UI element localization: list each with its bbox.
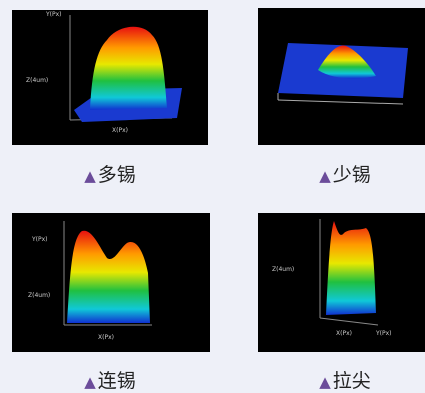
axis-label: Z(4um) bbox=[272, 266, 294, 273]
marker: ▲ bbox=[319, 373, 331, 391]
caption-text: 拉尖 bbox=[332, 370, 371, 392]
marker: ▲ bbox=[84, 167, 96, 185]
surface bbox=[318, 45, 376, 79]
marker: ▲ bbox=[84, 373, 96, 391]
caption: ▲ 少锡 bbox=[265, 160, 425, 187]
caption-text: 多锡 bbox=[97, 164, 136, 186]
surface-plot: Y(Px) Z(4um) X(Px) bbox=[26, 11, 182, 134]
axis bbox=[319, 317, 379, 326]
axis-label: Y(Px) bbox=[375, 330, 392, 337]
axis-label: Z(4um) bbox=[26, 77, 48, 84]
axis-label: X(Px) bbox=[112, 127, 128, 134]
axis-label: X(Px) bbox=[336, 330, 352, 337]
caption: ▲ 多锡 bbox=[30, 160, 190, 187]
surface-plot bbox=[277, 43, 408, 105]
caption-text: 连锡 bbox=[97, 370, 136, 392]
axis-label: Z(4um) bbox=[28, 292, 50, 299]
caption: ▲ 拉尖 bbox=[265, 366, 425, 393]
surface-image: Z(4um) X(Px) Y(Px) bbox=[258, 213, 425, 352]
surface-image bbox=[258, 8, 425, 145]
surface bbox=[90, 26, 167, 110]
axis-label: X(Px) bbox=[98, 334, 114, 341]
caption-text: 少锡 bbox=[332, 164, 371, 186]
surface-image: Y(Px) Z(4um) X(Px) bbox=[12, 213, 210, 352]
caption: ▲ 连锡 bbox=[30, 366, 190, 393]
axis-label: Y(Px) bbox=[31, 236, 48, 243]
axis bbox=[277, 99, 404, 105]
surface bbox=[326, 221, 376, 315]
axis-label: Y(Px) bbox=[45, 11, 62, 18]
surface-plot: Y(Px) Z(4um) X(Px) bbox=[28, 221, 152, 341]
surface-image: Y(Px) Z(4um) X(Px) bbox=[12, 10, 208, 145]
surface-plot: Z(4um) X(Px) Y(Px) bbox=[272, 219, 392, 337]
marker: ▲ bbox=[319, 167, 331, 185]
surface bbox=[67, 230, 150, 323]
